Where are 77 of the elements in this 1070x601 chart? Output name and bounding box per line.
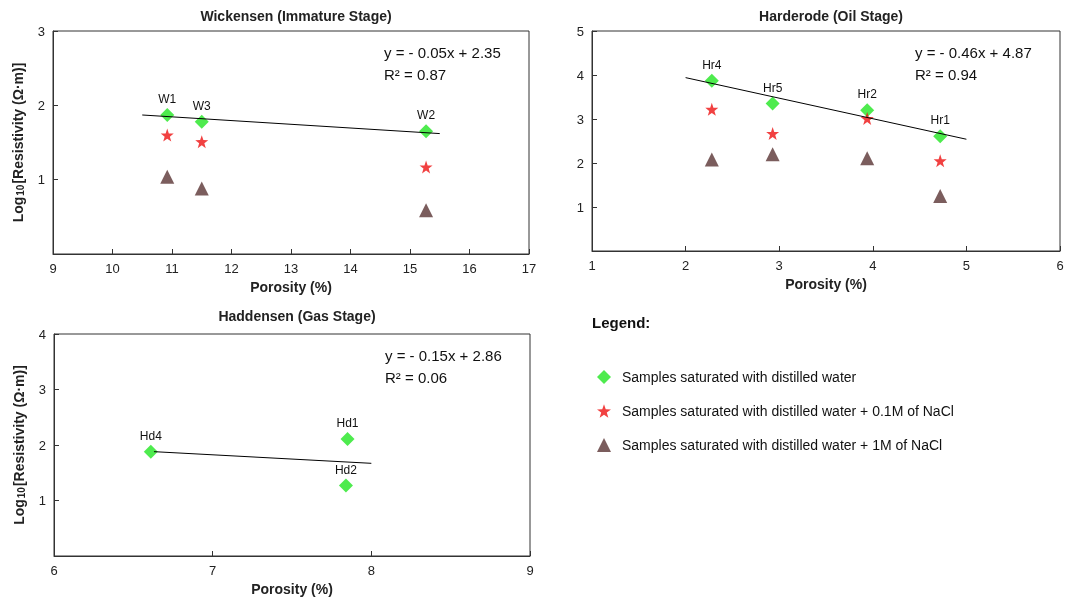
annotation: R² = 0.94 bbox=[915, 66, 978, 83]
x-tick-label: 12 bbox=[224, 261, 239, 276]
legend-label: Samples saturated with distilled water + 0.1M of NaCl bbox=[622, 403, 954, 419]
y-tick-label: 5 bbox=[576, 23, 584, 39]
annotation: R² = 0.87 bbox=[384, 66, 447, 83]
point bbox=[419, 160, 433, 174]
point bbox=[340, 431, 355, 446]
x-tick-label: 10 bbox=[105, 261, 120, 276]
legend-title: Legend: bbox=[592, 314, 651, 331]
y-tick-label: 4 bbox=[576, 67, 584, 83]
x-tick-label: 8 bbox=[367, 563, 375, 578]
point bbox=[194, 181, 209, 196]
point bbox=[765, 96, 780, 111]
annotation: Hd2 bbox=[334, 462, 358, 477]
y-axis-title: Log10[Resistivity (Ω·m)] bbox=[11, 365, 27, 525]
annotation: Hr2 bbox=[857, 87, 878, 102]
chart-title: Wickensen (Immature Stage) bbox=[200, 8, 392, 24]
x-tick-label: 13 bbox=[283, 261, 299, 276]
annotation: Hr1 bbox=[930, 113, 951, 128]
y-tick-label: 1 bbox=[37, 172, 45, 188]
y-tick-label: 2 bbox=[37, 97, 45, 113]
annotation: Hr4 bbox=[702, 57, 722, 72]
y-tick-label: 1 bbox=[576, 199, 584, 215]
x-tick-label: 4 bbox=[869, 258, 877, 273]
x-tick-label: 16 bbox=[462, 261, 477, 276]
point bbox=[860, 103, 875, 118]
annotation: Hr5 bbox=[762, 80, 783, 95]
x-tick-label: 6 bbox=[1056, 258, 1064, 273]
point bbox=[160, 169, 175, 184]
point bbox=[160, 128, 174, 142]
x-tick-label: 6 bbox=[50, 563, 58, 578]
point bbox=[338, 478, 353, 493]
x-tick-label: 11 bbox=[165, 261, 179, 276]
x-tick-label: 5 bbox=[962, 258, 971, 273]
x-tick-label: 3 bbox=[775, 258, 783, 273]
point bbox=[705, 102, 719, 116]
y-tick-label: 1 bbox=[38, 493, 46, 508]
point bbox=[704, 152, 719, 167]
y-tick-label: 3 bbox=[38, 382, 46, 397]
point bbox=[143, 444, 158, 459]
x-tick-label: 1 bbox=[588, 258, 596, 273]
point bbox=[860, 151, 875, 166]
y-tick-label: 3 bbox=[576, 111, 584, 127]
point bbox=[195, 135, 209, 149]
annotation: Hd1 bbox=[336, 415, 359, 430]
x-tick-label: 15 bbox=[402, 261, 418, 276]
x-tick-label: 9 bbox=[49, 261, 57, 276]
y-tick-label: 3 bbox=[37, 23, 45, 39]
chart-title: Haddensen (Gas Stage) bbox=[218, 308, 376, 324]
point bbox=[933, 189, 948, 203]
annotation: W2 bbox=[417, 108, 436, 123]
y-tick-label: 2 bbox=[38, 437, 46, 453]
point bbox=[765, 147, 780, 162]
chart-title: Harderode (Oil Stage) bbox=[759, 8, 903, 24]
x-tick-label: 17 bbox=[521, 261, 537, 276]
y-axis-title: Log10[Resistivity (Ω·m)] bbox=[10, 62, 26, 223]
legend-label: Samples saturated with distilled water + 1M of NaCl bbox=[622, 437, 943, 453]
x-axis-title: Porosity (%) bbox=[251, 581, 333, 597]
annotation: y = - 0.46x + 4.87 bbox=[915, 44, 1032, 61]
y-tick-label: 2 bbox=[576, 155, 584, 171]
x-axis-title: Porosity (%) bbox=[250, 279, 332, 295]
point bbox=[766, 127, 780, 141]
annotation: W3 bbox=[192, 98, 212, 113]
x-tick-label: 7 bbox=[209, 563, 217, 578]
y-tick-label: 4 bbox=[38, 326, 46, 342]
x-axis-title: Porosity (%) bbox=[785, 276, 867, 292]
annotation: y = - 0.05x + 2.35 bbox=[384, 44, 501, 61]
point bbox=[933, 154, 947, 168]
annotation: R² = 0.06 bbox=[385, 369, 448, 386]
annotation: Hd4 bbox=[139, 428, 163, 443]
x-tick-label: 14 bbox=[343, 261, 358, 276]
x-tick-label: 2 bbox=[681, 258, 690, 273]
legend-label: Samples saturated with distilled water bbox=[622, 369, 857, 385]
annotation: W1 bbox=[158, 92, 177, 106]
annotation: y = - 0.15x + 2.86 bbox=[385, 347, 502, 364]
x-tick-label: 9 bbox=[526, 563, 534, 578]
point bbox=[419, 203, 434, 218]
